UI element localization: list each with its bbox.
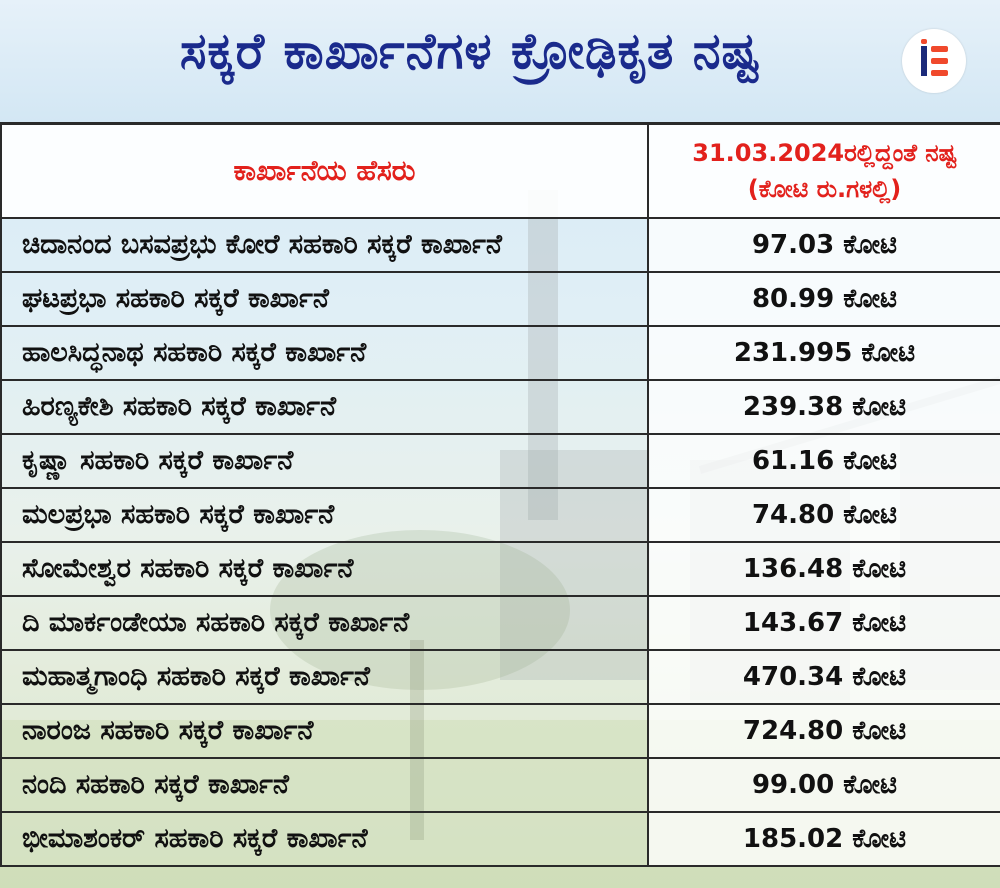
table-row: ನಾರಂಜ ಸಹಕಾರಿ ಸಕ್ಕರೆ ಕಾರ್ಖಾನೆ 724.80 ಕೋಟಿ xyxy=(0,703,1000,759)
ie-logo-icon xyxy=(902,29,966,93)
loss-value: 231.995 ಕೋಟಿ xyxy=(647,325,1000,381)
table-row: ಹಿರಣ್ಯಕೇಶಿ ಸಹಕಾರಿ ಸಕ್ಕರೆ ಕಾರ್ಖಾನೆ 239.38… xyxy=(0,379,1000,435)
factory-name: ಘಟಪ್ರಭಾ ಸಹಕಾರಿ ಸಕ್ಕರೆ ಕಾರ್ಖಾನೆ xyxy=(0,271,649,327)
table-row: ನಂದಿ ಸಹಕಾರಿ ಸಕ್ಕರೆ ಕಾರ್ಖಾನೆ 99.00 ಕೋಟಿ xyxy=(0,757,1000,813)
table-row: ಕೃಷ್ಣಾ ಸಹಕಾರಿ ಸಕ್ಕರೆ ಕಾರ್ಖಾನೆ 61.16 ಕೋಟಿ xyxy=(0,433,1000,489)
loss-value: 74.80 ಕೋಟಿ xyxy=(647,487,1000,543)
table-row: ಚಿದಾನಂದ ಬಸವಪ್ರಭು ಕೋರೆ ಸಹಕಾರಿ ಸಕ್ಕರೆ ಕಾರ್… xyxy=(0,217,1000,273)
table-header-row: ಕಾರ್ಖಾನೆಯ ಹೆಸರು 31.03.2024ರಲ್ಲಿದ್ದಂತೆ ನಷ… xyxy=(0,123,1000,219)
loss-value: 61.16 ಕೋಟಿ xyxy=(647,433,1000,489)
factory-name: ಸೋಮೇಶ್ವರ ಸಹಕಾರಿ ಸಕ್ಕರೆ ಕಾರ್ಖಾನೆ xyxy=(0,541,649,597)
loss-value: 80.99 ಕೋಟಿ xyxy=(647,271,1000,327)
loss-value: 470.34 ಕೋಟಿ xyxy=(647,649,1000,705)
header-loss-date: 31.03.2024ರಲ್ಲಿದ್ದಂತೆ ನಷ್ಟ xyxy=(692,139,957,167)
table-row: ಘಟಪ್ರಭಾ ಸಹಕಾರಿ ಸಕ್ಕರೆ ಕಾರ್ಖಾನೆ 80.99 ಕೋಟ… xyxy=(0,271,1000,327)
loss-table: ಕಾರ್ಖಾನೆಯ ಹೆಸರು 31.03.2024ರಲ್ಲಿದ್ದಂತೆ ನಷ… xyxy=(0,123,1000,867)
factory-name: ನಂದಿ ಸಹಕಾರಿ ಸಕ್ಕರೆ ಕಾರ್ಖಾನೆ xyxy=(0,757,649,813)
factory-name: ಮಹಾತ್ಮಗಾಂಧಿ ಸಹಕಾರಿ ಸಕ್ಕರೆ ಕಾರ್ಖಾನೆ xyxy=(0,649,649,705)
header-loss: 31.03.2024ರಲ್ಲಿದ್ದಂತೆ ನಷ್ಟ (ಕೋಟಿ ರು.ಗಳಲ್… xyxy=(647,123,1000,219)
loss-value: 239.38 ಕೋಟಿ xyxy=(647,379,1000,435)
loss-value: 724.80 ಕೋಟಿ xyxy=(647,703,1000,759)
table-row: ಮಲಪ್ರಭಾ ಸಹಕಾರಿ ಸಕ್ಕರೆ ಕಾರ್ಖಾನೆ 74.80 ಕೋಟ… xyxy=(0,487,1000,543)
header-loss-unit: (ಕೋಟಿ ರು.ಗಳಲ್ಲಿ) xyxy=(747,175,902,203)
table-row: ಮಹಾತ್ಮಗಾಂಧಿ ಸಹಕಾರಿ ಸಕ್ಕರೆ ಕಾರ್ಖಾನೆ 470.3… xyxy=(0,649,1000,705)
header-factory-name: ಕಾರ್ಖಾನೆಯ ಹೆಸರು xyxy=(0,123,649,219)
factory-name: ಚಿದಾನಂದ ಬಸವಪ್ರಭು ಕೋರೆ ಸಹಕಾರಿ ಸಕ್ಕರೆ ಕಾರ್… xyxy=(0,217,649,273)
page-title: ಸಕ್ಕರೆ ಕಾರ್ಖಾನೆಗಳ ಕ್ರೋಢಿಕೃತ ನಷ್ಟ xyxy=(179,22,761,80)
loss-value: 185.02 ಕೋಟಿ xyxy=(647,811,1000,867)
factory-name: ಮಲಪ್ರಭಾ ಸಹಕಾರಿ ಸಕ್ಕರೆ ಕಾರ್ಖಾನೆ xyxy=(0,487,649,543)
table-row: ಸೋಮೇಶ್ವರ ಸಹಕಾರಿ ಸಕ್ಕರೆ ಕಾರ್ಖಾನೆ 136.48 ಕ… xyxy=(0,541,1000,597)
factory-name: ಹಿರಣ್ಯಕೇಶಿ ಸಹಕಾರಿ ಸಕ್ಕರೆ ಕಾರ್ಖಾನೆ xyxy=(0,379,649,435)
loss-value: 143.67 ಕೋಟಿ xyxy=(647,595,1000,651)
factory-name: ನಾರಂಜ ಸಹಕಾರಿ ಸಕ್ಕರೆ ಕಾರ್ಖಾನೆ xyxy=(0,703,649,759)
title-bar: ಸಕ್ಕರೆ ಕಾರ್ಖಾನೆಗಳ ಕ್ರೋಢಿಕೃತ ನಷ್ಟ xyxy=(0,0,1000,124)
factory-name: ಕೃಷ್ಣಾ ಸಹಕಾರಿ ಸಕ್ಕರೆ ಕಾರ್ಖಾನೆ xyxy=(0,433,649,489)
loss-value: 97.03 ಕೋಟಿ xyxy=(647,217,1000,273)
factory-name: ಹಾಲಸಿದ್ಧನಾಥ ಸಹಕಾರಿ ಸಕ್ಕರೆ ಕಾರ್ಖಾನೆ xyxy=(0,325,649,381)
loss-value: 99.00 ಕೋಟಿ xyxy=(647,757,1000,813)
factory-name: ಭೀಮಾಶಂಕರ್ ಸಹಕಾರಿ ಸಕ್ಕರೆ ಕಾರ್ಖಾನೆ xyxy=(0,811,649,867)
table-row: ಹಾಲಸಿದ್ಧನಾಥ ಸಹಕಾರಿ ಸಕ್ಕರೆ ಕಾರ್ಖಾನೆ 231.9… xyxy=(0,325,1000,381)
table-row: ದಿ ಮಾರ್ಕಂಡೇಯಾ ಸಹಕಾರಿ ಸಕ್ಕರೆ ಕಾರ್ಖಾನೆ 143… xyxy=(0,595,1000,651)
loss-value: 136.48 ಕೋಟಿ xyxy=(647,541,1000,597)
factory-name: ದಿ ಮಾರ್ಕಂಡೇಯಾ ಸಹಕಾರಿ ಸಕ್ಕರೆ ಕಾರ್ಖಾನೆ xyxy=(0,595,649,651)
table-row: ಭೀಮಾಶಂಕರ್ ಸಹಕಾರಿ ಸಕ್ಕರೆ ಕಾರ್ಖಾನೆ 185.02 … xyxy=(0,811,1000,867)
